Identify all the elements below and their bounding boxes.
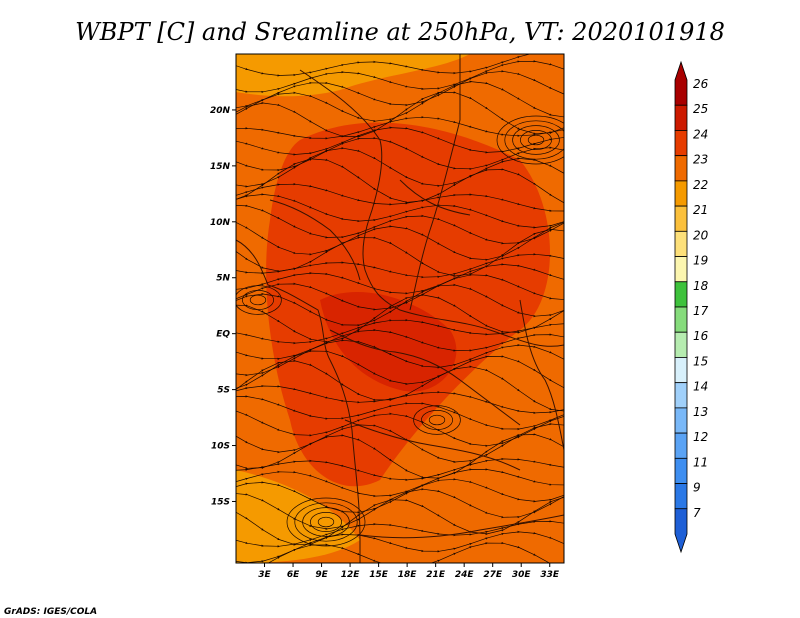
colorbar-swatch (674, 205, 688, 232)
y-tick-label: 15N (210, 162, 231, 172)
colorbar-swatch (674, 407, 688, 434)
vortex-streamline (512, 125, 560, 155)
field-layer (236, 54, 564, 563)
colorbar-label: 11 (693, 455, 708, 469)
x-tick-label: 18E (398, 570, 418, 580)
colorbar-swatch (674, 155, 688, 182)
boundary-line (399, 179, 471, 216)
colorbar-label: 24 (693, 127, 708, 141)
colorbar-label: 13 (693, 405, 708, 419)
colorbar-swatch (674, 230, 688, 257)
vortex-streamline (286, 497, 366, 547)
credit-label: GrADS: IGES/COLA (4, 607, 97, 617)
y-tick-label: 10N (210, 218, 231, 228)
colorbar-swatch (674, 130, 688, 157)
streamline (245, 541, 564, 563)
colorbar-swatch (674, 60, 688, 106)
y-tick-label: 10S (211, 442, 230, 452)
boundary-line (359, 514, 564, 539)
colorbar-label: 9 (693, 481, 701, 495)
coastline (236, 239, 361, 563)
vortex-streamline (413, 405, 461, 435)
colorbar-label: 19 (693, 254, 708, 268)
country-boundaries (236, 54, 564, 563)
colorbar-label: 18 (693, 279, 709, 293)
x-tick-label: 27E (483, 570, 503, 580)
map-frame (235, 53, 565, 564)
colorbar-label: 14 (693, 380, 708, 394)
colorbar-label: 26 (693, 77, 709, 91)
y-tick-label: EQ (216, 330, 230, 340)
x-tick-label: 3E (258, 570, 271, 580)
vortex-streamline (504, 120, 564, 160)
y-tick-label: 5N (216, 274, 230, 284)
vortex-streamline (317, 516, 335, 528)
x-tick-label: 33E (540, 570, 560, 580)
vortex-streamline (242, 290, 274, 310)
colorbar-label: 22 (693, 178, 708, 192)
x-tick-label: 15E (369, 570, 389, 580)
colorbar-swatch (674, 281, 688, 308)
colorbar-swatch (674, 306, 688, 333)
y-tick-label: 20N (210, 106, 231, 116)
boundary-line (344, 419, 521, 471)
colorbar-swatch (674, 357, 688, 384)
colorbar: 26 25 24 23 22 21 20 19 18 17 16 15 14 13 12 11 9 7 (674, 60, 709, 554)
colorbar-swatch (674, 331, 688, 358)
x-tick-label: 12E (341, 570, 361, 580)
y-tick-label: 5S (217, 386, 230, 396)
x-tick-label: 24E (455, 570, 475, 580)
colorbar-label: 25 (693, 102, 708, 116)
x-tick-label: 9E (315, 570, 328, 580)
boundary-line (519, 299, 564, 451)
colorbar-swatch (674, 457, 688, 484)
vortex-streamline (249, 294, 267, 306)
colorbar-swatch (674, 104, 688, 131)
colorbar-label: 21 (693, 203, 708, 217)
colorbar-label: 12 (693, 430, 708, 444)
boundary-line (269, 199, 361, 281)
boundary-line (299, 69, 564, 347)
vortex-streamline (310, 512, 342, 532)
x-tick-label: 6E (287, 570, 300, 580)
boundary-line (409, 54, 461, 311)
vortex-streamline (520, 130, 552, 150)
vortex-streamline (428, 414, 446, 426)
streamlines (236, 54, 564, 563)
colorbar-swatch (674, 432, 688, 459)
boundary-line (329, 329, 521, 426)
colorbar-label: 15 (693, 354, 708, 368)
x-axis: 3E 6E 9E 12E 15E 18E 21E 24E 27E 30E 33E (258, 563, 560, 580)
colorbar-label: 23 (693, 153, 708, 167)
colorbar-label: 17 (693, 304, 709, 318)
colorbar-swatch (674, 180, 688, 207)
chart-title: WBPT [C] and Sreamline at 250hPa, VT: 20… (75, 18, 725, 46)
vortex-streamline (302, 507, 350, 537)
colorbar-swatch (674, 508, 688, 554)
colorbar-label: 20 (693, 228, 709, 242)
map-panel: 3E 6E 9E 12E 15E 18E 21E 24E 27E 30E 33E 20N 15N 10N… (210, 53, 565, 580)
colorbar-swatch (674, 382, 688, 409)
x-tick-label: 30E (512, 570, 532, 580)
colorbar-label: 16 (693, 329, 709, 343)
vortex-streamline (421, 410, 453, 430)
vortex-streamline (236, 285, 282, 315)
vortex-streamline (294, 502, 358, 542)
y-tick-label: 15S (211, 497, 230, 507)
y-axis: 20N 15N 10N 5N EQ 5S 10S 15S (210, 106, 236, 507)
x-tick-label: 21E (426, 570, 446, 580)
vortex-streamline (496, 115, 564, 165)
colorbar-swatch (674, 256, 688, 283)
colorbar-swatch (674, 483, 688, 510)
vortex-streamline (527, 134, 545, 146)
colorbar-label: 7 (693, 506, 701, 520)
